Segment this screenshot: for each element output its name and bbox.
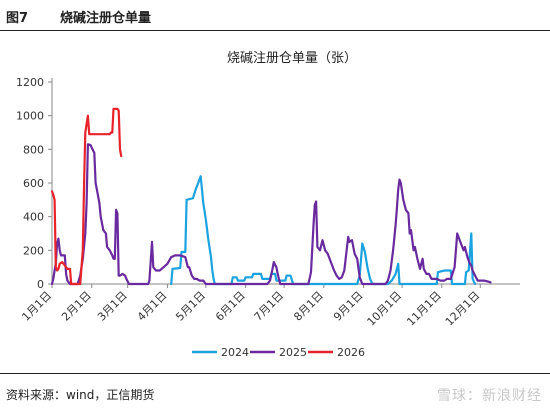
x-tick-label: 7月1日 [252, 289, 287, 324]
series-line-2025 [50, 143, 492, 286]
x-tick-label: 11月1日 [404, 289, 444, 329]
header-rule [0, 30, 550, 31]
y-tick-label: 400 [23, 211, 44, 224]
x-tick-label: 12月1日 [443, 289, 483, 329]
figure-title: 烧碱注册仓单量 [60, 11, 152, 26]
series-line-2026 [50, 107, 123, 286]
y-tick-label: 1000 [16, 110, 44, 123]
watermark: 雪球：新浪财经 [437, 388, 542, 404]
x-tick-label: 6月1日 [213, 289, 248, 324]
x-tick-label: 2月1日 [59, 289, 94, 324]
chart-legend: 2024 2025 2026 [192, 346, 365, 359]
x-tick-label: 9月1日 [331, 289, 366, 324]
x-tick-label: 5月1日 [173, 289, 208, 324]
y-tick-label: 600 [23, 177, 44, 190]
x-tick-label: 4月1日 [135, 289, 170, 324]
y-tick-label: 0 [37, 278, 44, 291]
figure-header: 图7 烧碱注册仓单量 [0, 0, 550, 30]
x-tick-label: 10月1日 [365, 289, 405, 329]
chart-series [50, 107, 492, 286]
source-note: 资料来源：wind，正信期货 [6, 388, 155, 402]
series-line-2024 [170, 175, 477, 286]
x-tick-label: 1月1日 [19, 289, 54, 324]
y-tick-label: 800 [23, 143, 44, 156]
figure-number: 图7 [6, 11, 29, 26]
chart-title: 烧碱注册仓单量（张） [227, 51, 357, 66]
chart-axes: 0 200 400 600 800 1000 1200 1月1日 2月1日 3月1日 4月1日 5月1… [16, 76, 520, 329]
legend-label-2026: 2026 [337, 346, 365, 359]
y-tick-label: 1200 [16, 76, 44, 89]
x-tick-label: 8月1日 [291, 289, 326, 324]
line-chart: 烧碱注册仓单量（张） 0 200 400 600 800 1000 1200 1月1日 2月1日… [16, 51, 520, 359]
x-tick-label: 3月1日 [95, 289, 130, 324]
legend-label-2025: 2025 [279, 346, 307, 359]
y-tick-label: 200 [23, 244, 44, 257]
footer-rule [0, 373, 550, 374]
legend-label-2024: 2024 [221, 346, 249, 359]
